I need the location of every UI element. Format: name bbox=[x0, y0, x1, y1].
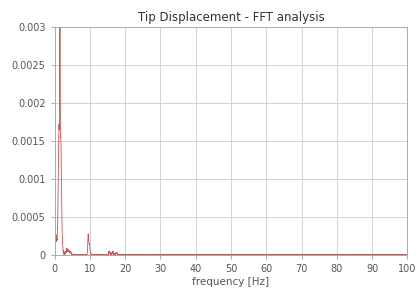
X-axis label: frequency [Hz]: frequency [Hz] bbox=[192, 277, 270, 287]
Title: Tip Displacement - FFT analysis: Tip Displacement - FFT analysis bbox=[138, 11, 324, 24]
